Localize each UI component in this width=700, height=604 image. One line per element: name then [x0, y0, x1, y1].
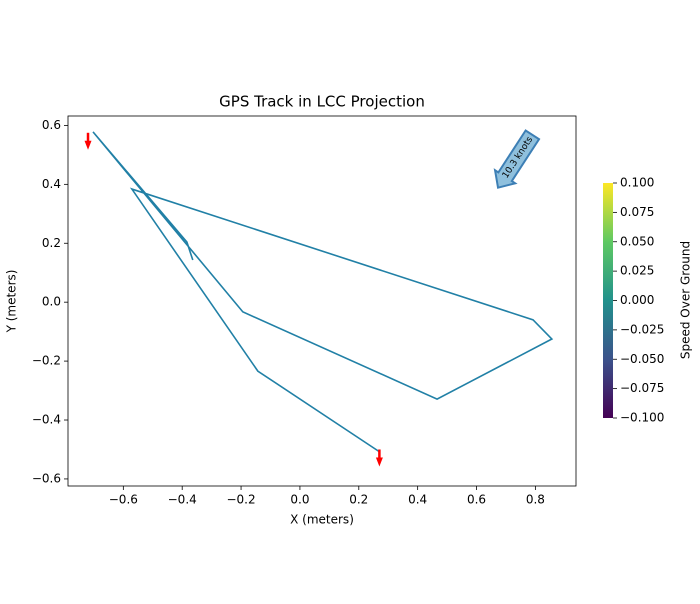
- direction-arrow: [84, 132, 92, 150]
- direction-arrow: [375, 449, 383, 467]
- colorbar-tick-label: 0.025: [620, 264, 654, 278]
- y-tick-label: 0.4: [42, 177, 61, 191]
- x-tick-label: −0.2: [226, 493, 255, 507]
- y-tick-label: −0.6: [32, 471, 61, 485]
- colorbar-tick-label: −0.100: [620, 411, 664, 425]
- colorbar-tick-label: −0.025: [620, 322, 664, 336]
- x-axis-label: X (meters): [290, 513, 354, 527]
- y-tick-label: −0.4: [32, 413, 61, 427]
- y-tick-label: 0.2: [42, 236, 61, 250]
- x-tick-label: 0.8: [526, 493, 545, 507]
- wind-arrow: [493, 129, 541, 189]
- x-tick-label: 0.0: [290, 493, 309, 507]
- colorbar-tick-label: 0.050: [620, 234, 654, 248]
- x-tick-label: −0.6: [109, 493, 138, 507]
- colorbar-tick-label: 0.100: [620, 176, 654, 190]
- colorbar-label: Speed Over Ground: [679, 241, 693, 359]
- colorbar: [603, 183, 613, 418]
- track-line: [92, 131, 554, 453]
- x-tick-label: −0.4: [168, 493, 197, 507]
- colorbar-tick-label: 0.075: [620, 205, 654, 219]
- colorbar-tick-label: −0.075: [620, 381, 664, 395]
- y-tick-label: 0.0: [42, 295, 61, 309]
- y-tick-label: −0.2: [32, 354, 61, 368]
- chart-title: GPS Track in LCC Projection: [219, 93, 425, 111]
- y-axis-label: Y (meters): [5, 270, 19, 334]
- colorbar-tick-label: −0.050: [620, 352, 664, 366]
- colorbar-tick-label: 0.000: [620, 293, 654, 307]
- speed-annotation: 10.3 knots: [493, 129, 541, 189]
- x-tick-label: 0.6: [467, 493, 486, 507]
- x-tick-label: 0.2: [349, 493, 368, 507]
- x-tick-label: 0.4: [408, 493, 427, 507]
- y-tick-label: 0.6: [42, 118, 61, 132]
- plot-frame: [67, 115, 577, 487]
